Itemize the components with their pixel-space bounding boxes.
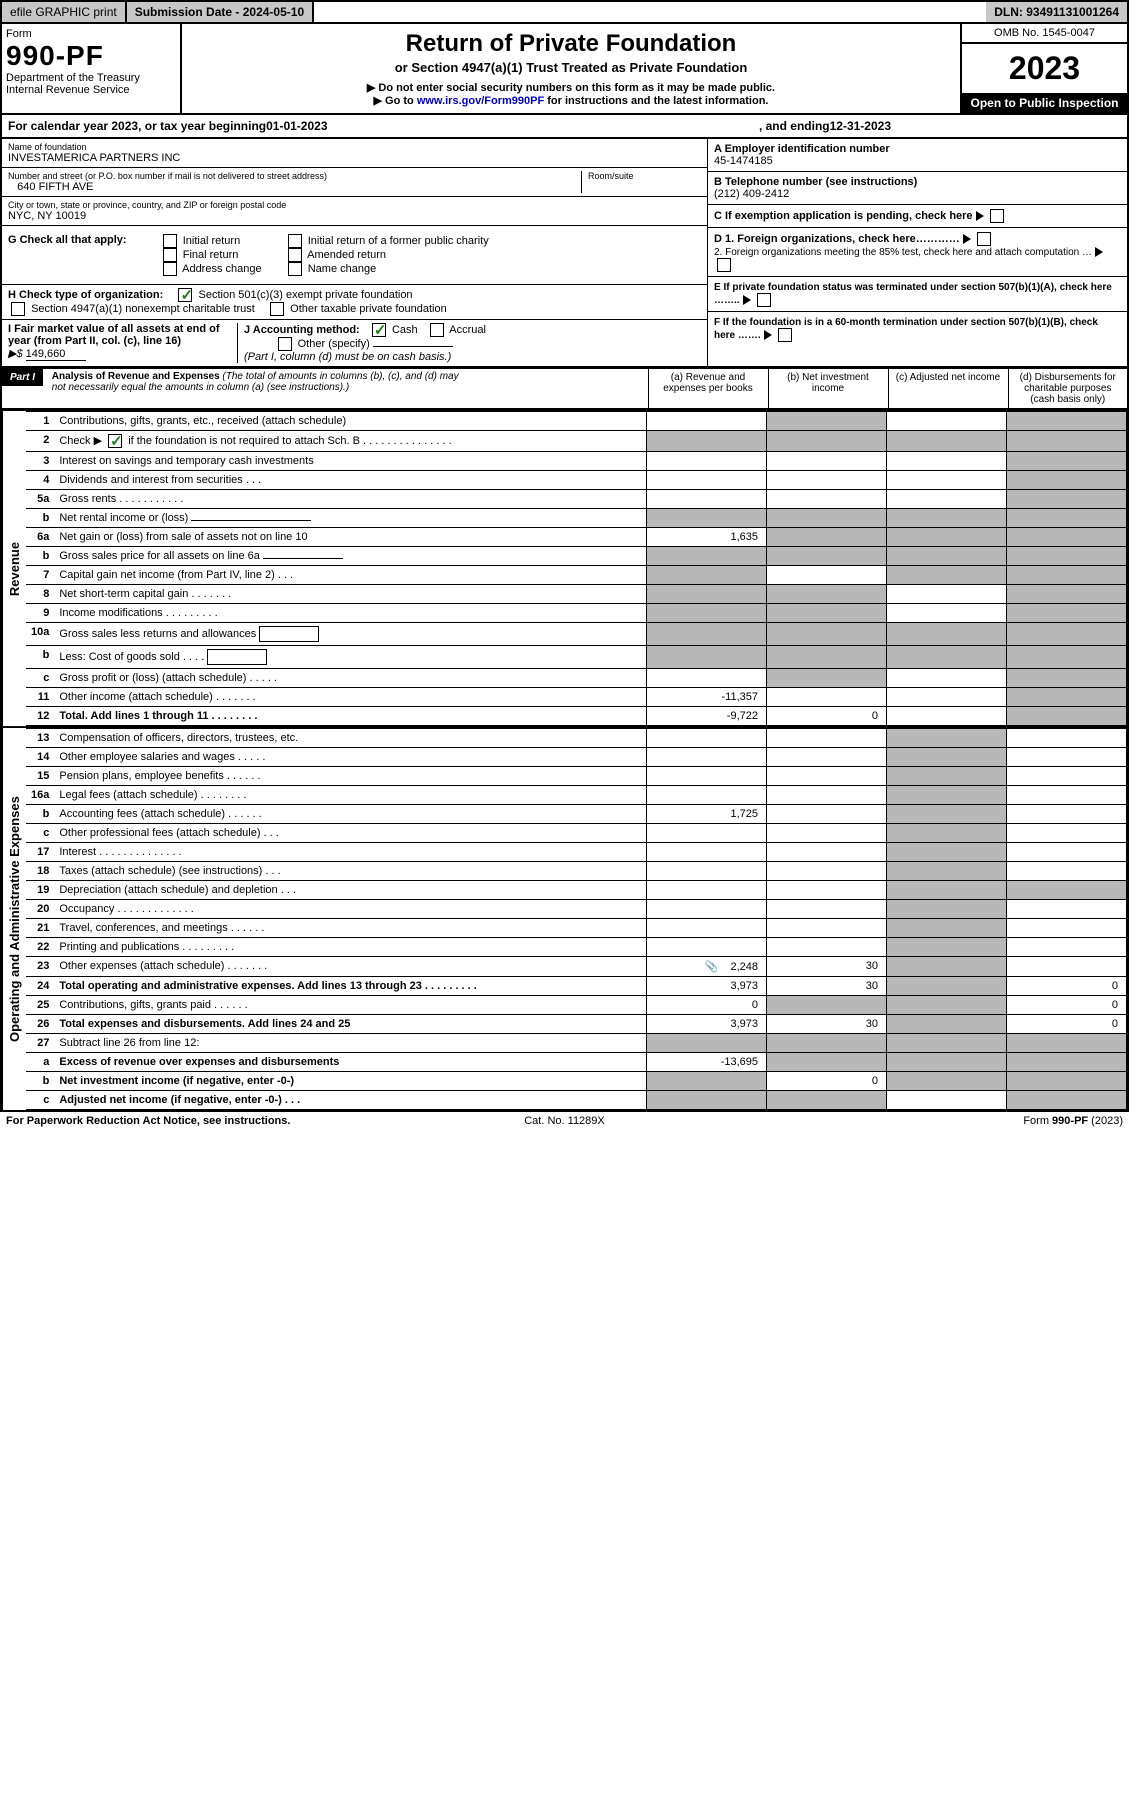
cb-accrual[interactable]: [430, 323, 444, 337]
phone: (212) 409-2412: [714, 188, 789, 200]
form-footer: Form 990-PF (2023): [751, 1115, 1123, 1127]
city: NYC, NY 10019: [8, 210, 701, 222]
form-label: Form: [6, 28, 176, 40]
cb-initial[interactable]: [163, 234, 177, 248]
cb-e[interactable]: [757, 293, 771, 307]
room-label: Room/suite: [588, 171, 701, 181]
cb-addr-change[interactable]: [163, 262, 177, 276]
note-1: ▶ Do not enter social security numbers o…: [192, 81, 950, 94]
d1-label: D 1. Foreign organizations, check here………: [714, 233, 960, 245]
cb-schb[interactable]: [108, 434, 122, 448]
entity-info: Name of foundation INVESTAMERICA PARTNER…: [0, 139, 1129, 368]
foundation-name: INVESTAMERICA PARTNERS INC: [8, 152, 701, 164]
cb-501c3[interactable]: [178, 288, 192, 302]
f-label: F If the foundation is in a 60-month ter…: [714, 317, 1098, 341]
form-number: 990-PF: [6, 40, 176, 72]
l23-a: 2,248: [730, 961, 758, 973]
l27b-b: 0: [767, 1072, 887, 1091]
part1-title: Analysis of Revenue and Expenses: [52, 371, 220, 382]
expenses-section: Operating and Administrative Expenses 13…: [0, 728, 1129, 1112]
open-to-public: Open to Public Inspection: [962, 93, 1127, 113]
d2-label: 2. Foreign organizations meeting the 85%…: [714, 247, 1092, 258]
g-label: G Check all that apply:: [8, 234, 127, 246]
ein: 45-1474185: [714, 155, 773, 167]
dln: DLN: 93491131001264: [986, 2, 1127, 22]
l16b-a: 1,725: [647, 805, 767, 824]
cb-initial-former[interactable]: [288, 234, 302, 248]
name-label: Name of foundation: [8, 142, 701, 152]
side-revenue: Revenue: [2, 411, 26, 726]
note-2: ▶ Go to www.irs.gov/Form990PF for instru…: [192, 94, 950, 107]
l6a-a: 1,635: [647, 528, 767, 547]
l26-d: 0: [1007, 1015, 1127, 1034]
subtitle: or Section 4947(a)(1) Trust Treated as P…: [192, 60, 950, 75]
calendar-year-row: For calendar year 2023, or tax year begi…: [0, 115, 1129, 139]
l25-d: 0: [1007, 996, 1127, 1015]
footer: For Paperwork Reduction Act Notice, see …: [0, 1112, 1129, 1130]
l12-a: -9,722: [647, 707, 767, 726]
form-header: Form 990-PF Department of the Treasury I…: [0, 24, 1129, 115]
e-label: E If private foundation status was termi…: [714, 282, 1112, 306]
l23-b: 30: [767, 957, 887, 977]
cb-f[interactable]: [778, 328, 792, 342]
address: 640 FIFTH AVE: [8, 181, 581, 193]
j-note: (Part I, column (d) must be on cash basi…: [244, 351, 451, 363]
efile-btn[interactable]: efile GRAPHIC print: [2, 2, 127, 22]
addr-label: Number and street (or P.O. box number if…: [8, 171, 581, 181]
submission-date: Submission Date - 2024-05-10: [127, 2, 314, 22]
i-value: 149,660: [26, 348, 86, 361]
city-label: City or town, state or province, country…: [8, 200, 701, 210]
page-icon[interactable]: 📎: [705, 961, 719, 973]
col-a: (a) Revenue and expenses per books: [648, 369, 768, 410]
cb-name-change[interactable]: [288, 262, 302, 276]
c-label: C If exemption application is pending, c…: [714, 210, 973, 222]
l26-a: 3,973: [647, 1015, 767, 1034]
cat-no: Cat. No. 11289X: [378, 1115, 750, 1127]
l26-b: 30: [767, 1015, 887, 1034]
cb-amended[interactable]: [288, 248, 302, 262]
part1-header-table: Part I Analysis of Revenue and Expenses …: [0, 368, 1129, 410]
cb-d1[interactable]: [977, 232, 991, 246]
cb-final[interactable]: [163, 248, 177, 262]
l24-b: 30: [767, 977, 887, 996]
cb-cash[interactable]: [372, 323, 386, 337]
l25-a: 0: [647, 996, 767, 1015]
ein-label: A Employer identification number: [714, 143, 890, 155]
instructions-link[interactable]: www.irs.gov/Form990PF: [417, 95, 544, 107]
col-c: (c) Adjusted net income: [888, 369, 1008, 410]
l24-d: 0: [1007, 977, 1127, 996]
page-title: Return of Private Foundation: [192, 30, 950, 58]
topbar: efile GRAPHIC print Submission Date - 20…: [0, 0, 1129, 24]
l24-a: 3,973: [647, 977, 767, 996]
dept: Department of the Treasury: [6, 72, 176, 84]
part1-label: Part I: [2, 369, 43, 386]
cb-4947[interactable]: [11, 302, 25, 316]
phone-label: B Telephone number (see instructions): [714, 176, 917, 188]
cb-other-tax[interactable]: [270, 302, 284, 316]
cb-c[interactable]: [990, 209, 1004, 223]
omb: OMB No. 1545-0047: [962, 24, 1127, 44]
j-label: J Accounting method:: [244, 324, 360, 336]
l27a-a: -13,695: [647, 1053, 767, 1072]
cb-other-acct[interactable]: [278, 337, 292, 351]
col-d: (d) Disbursements for charitable purpose…: [1008, 369, 1128, 410]
col-b: (b) Net investment income: [768, 369, 888, 410]
irs: Internal Revenue Service: [6, 84, 176, 96]
tax-year: 2023: [962, 44, 1127, 93]
cb-d2[interactable]: [717, 258, 731, 272]
l12-b: 0: [767, 707, 887, 726]
i-label: I Fair market value of all assets at end…: [8, 323, 220, 347]
l11-a: -11,357: [647, 688, 767, 707]
revenue-section: Revenue 1Contributions, gifts, grants, e…: [0, 410, 1129, 728]
h-label: H Check type of organization:: [8, 289, 163, 301]
side-expenses: Operating and Administrative Expenses: [2, 728, 26, 1110]
paperwork-notice: For Paperwork Reduction Act Notice, see …: [6, 1115, 378, 1127]
